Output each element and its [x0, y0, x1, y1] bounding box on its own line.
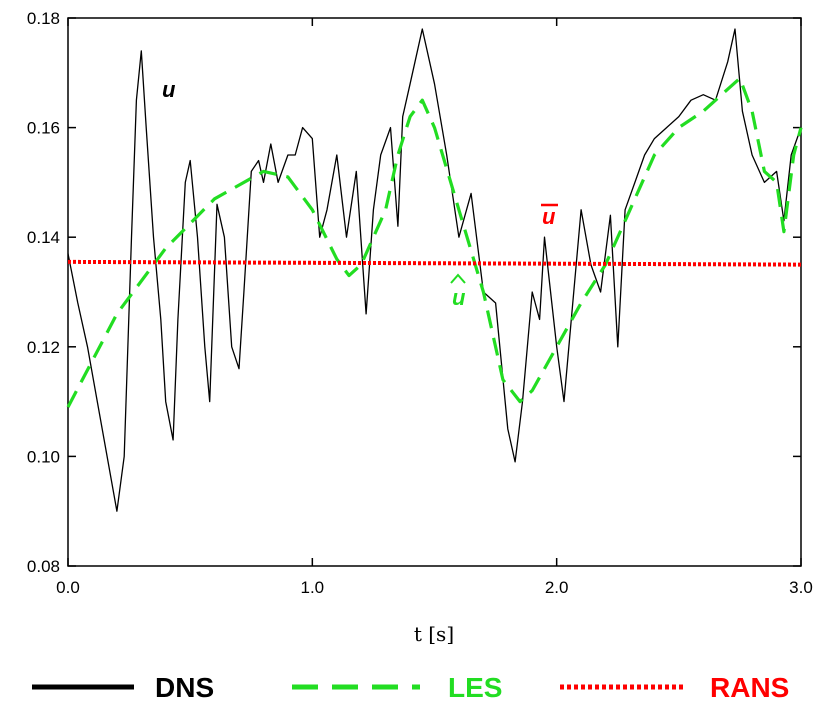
legend: DNS LES RANS [32, 672, 789, 703]
series-layer [66, 28, 803, 512]
rans-annotation-label: u [542, 204, 556, 229]
les-annotation: u [450, 273, 466, 310]
y-tick-label: 0.10 [27, 447, 60, 466]
y-tick-label: 0.14 [27, 228, 60, 247]
x-tick-label: 3.0 [789, 578, 813, 597]
series-line-dns [67, 28, 802, 512]
les-annotation-label: u [452, 285, 466, 310]
x-axis-label: t [s] [414, 622, 454, 646]
x-tick-label: 0.0 [56, 578, 80, 597]
y-tick-label: 0.16 [27, 119, 60, 138]
y-tick-label: 0.12 [27, 338, 60, 357]
x-axis: 0.0 1.0 2.0 3.0 [56, 18, 813, 597]
y-tick-label: 0.08 [27, 557, 60, 576]
x-tick-label: 1.0 [301, 578, 325, 597]
series-line-rans [67, 259, 802, 267]
dns-annotation: u [162, 77, 176, 102]
y-axis: 0.08 0.10 0.12 0.14 0.16 0.18 [27, 9, 801, 576]
rans-annotation: u [541, 203, 558, 229]
series-line-les [66, 76, 803, 408]
legend-rans-label: RANS [710, 672, 789, 703]
legend-les-label: LES [448, 672, 502, 703]
x-tick-label: 2.0 [545, 578, 569, 597]
plot-frame [67, 17, 802, 567]
les-hat [450, 273, 466, 284]
legend-dns-label: DNS [155, 672, 214, 703]
y-tick-label: 0.18 [27, 9, 60, 28]
